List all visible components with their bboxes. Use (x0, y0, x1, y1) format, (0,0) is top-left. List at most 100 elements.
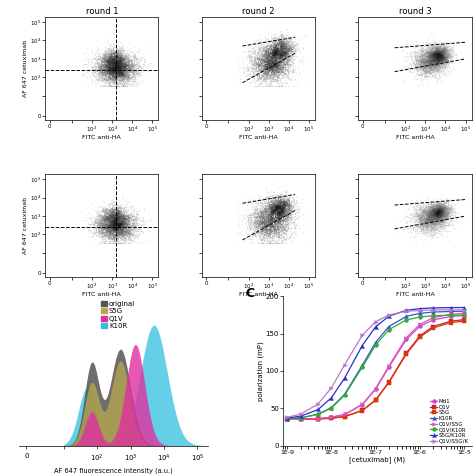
Point (440, 50, 448, 57)
Point (428, 218, 436, 226)
Point (252, 219, 260, 227)
Point (439, 213, 447, 220)
Point (251, 230, 258, 237)
Point (411, 206, 419, 213)
Point (428, 67, 436, 74)
Point (110, 212, 118, 220)
Point (441, 55, 449, 63)
Point (110, 208, 118, 215)
Point (423, 208, 431, 215)
Point (422, 60, 429, 68)
Point (425, 69, 432, 76)
Point (270, 59, 278, 66)
Point (438, 55, 445, 63)
Point (284, 38, 292, 46)
Point (273, 205, 280, 213)
Point (277, 192, 284, 200)
Point (119, 67, 127, 75)
Point (250, 45, 257, 53)
Point (126, 58, 134, 66)
Point (437, 199, 444, 206)
Point (280, 45, 288, 53)
Point (419, 61, 427, 68)
Point (428, 74, 436, 82)
Point (428, 53, 435, 60)
Point (272, 223, 280, 231)
Point (434, 200, 441, 208)
Point (250, 210, 258, 218)
Point (283, 200, 291, 208)
Point (119, 229, 127, 237)
Point (436, 43, 443, 51)
Point (277, 79, 285, 86)
Point (120, 78, 128, 86)
Point (435, 210, 443, 218)
Point (112, 210, 120, 218)
Point (267, 47, 274, 55)
Point (281, 200, 289, 207)
Point (286, 208, 293, 216)
Point (258, 240, 265, 247)
Point (107, 82, 115, 90)
Point (436, 206, 443, 214)
Point (423, 49, 431, 57)
Point (115, 223, 123, 230)
Point (125, 207, 132, 215)
Point (427, 209, 435, 217)
Point (428, 208, 436, 216)
Point (269, 72, 276, 79)
Point (274, 64, 282, 71)
Point (428, 57, 436, 65)
Point (275, 214, 283, 221)
Point (117, 219, 125, 226)
Point (106, 217, 113, 224)
Point (125, 211, 133, 219)
Point (282, 55, 289, 63)
Point (254, 214, 261, 221)
Point (433, 211, 441, 219)
Point (428, 220, 436, 228)
Point (264, 57, 272, 64)
Point (107, 76, 115, 84)
Point (415, 60, 423, 67)
Point (113, 215, 121, 222)
Point (109, 59, 116, 67)
Point (262, 64, 270, 72)
Point (439, 206, 447, 213)
Point (99, 70, 106, 77)
Point (440, 52, 447, 60)
Point (112, 64, 119, 71)
Point (281, 54, 289, 62)
Point (285, 62, 293, 70)
Point (283, 45, 290, 53)
Point (121, 213, 128, 220)
Point (256, 223, 264, 230)
Point (280, 199, 287, 206)
Point (269, 217, 277, 225)
Point (423, 54, 431, 61)
Point (428, 55, 435, 62)
Point (130, 219, 138, 227)
Point (430, 210, 438, 218)
Point (292, 210, 300, 218)
Point (100, 240, 108, 247)
Point (290, 42, 297, 50)
Point (99, 207, 107, 215)
Point (428, 220, 435, 228)
Point (113, 228, 120, 236)
Point (270, 66, 277, 74)
Point (438, 57, 446, 64)
Point (433, 49, 441, 57)
Point (109, 222, 117, 230)
Point (428, 203, 435, 211)
Point (103, 64, 110, 71)
Point (124, 209, 132, 216)
Point (289, 48, 296, 56)
Point (443, 60, 451, 67)
Point (447, 203, 455, 211)
Point (443, 60, 450, 68)
Point (107, 46, 114, 53)
Point (268, 221, 275, 228)
Point (419, 238, 427, 246)
Point (439, 54, 447, 61)
